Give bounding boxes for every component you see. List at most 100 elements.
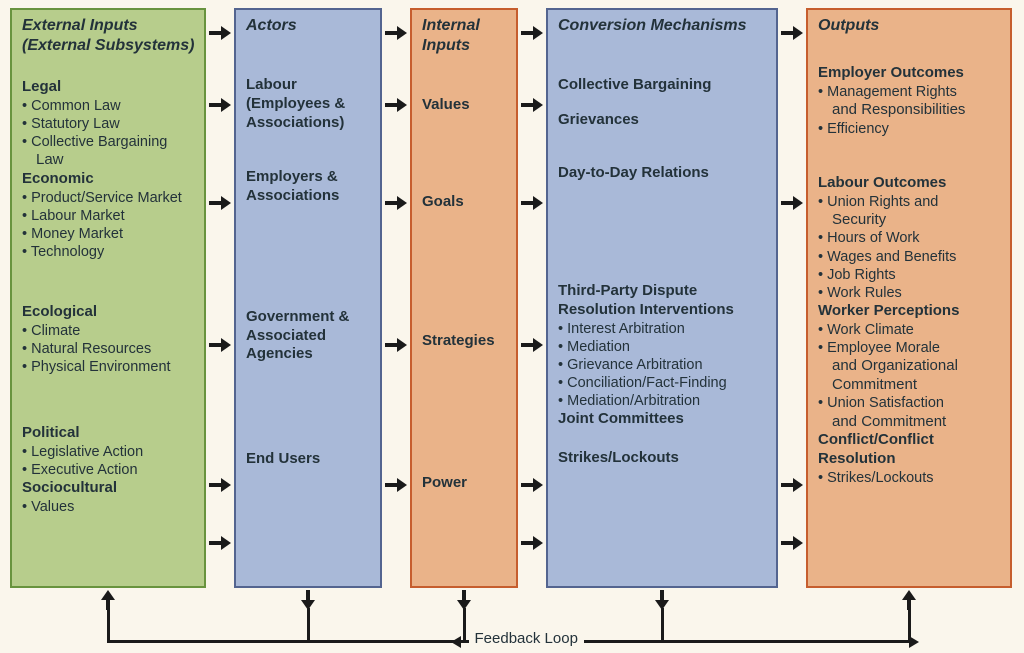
group-heading: Ecological	[22, 303, 196, 322]
bullet-continuation: Security	[832, 211, 1002, 230]
column-outputs: Outputs Employer OutcomesManagement Right…	[806, 8, 1012, 588]
group-heading: Associations	[246, 187, 372, 206]
group-heading: Employer Outcomes	[818, 64, 1002, 83]
spacer	[246, 46, 372, 76]
flow-arrow-right	[385, 478, 407, 492]
bullet-item: Management Rights	[818, 83, 1002, 101]
bullet-item: Executive Action	[22, 461, 196, 479]
bullet-item: Collective Bargaining	[22, 133, 196, 151]
column-header: InternalInputs	[422, 16, 508, 56]
column-header: Outputs	[818, 16, 1002, 36]
bullet-item: Interest Arbitration	[558, 320, 768, 338]
bullet-item: Wages and Benefits	[818, 248, 1002, 266]
bullet-item: Hours of Work	[818, 229, 1002, 247]
feedback-down-arrow	[301, 590, 315, 610]
flow-arrow-right	[385, 338, 407, 352]
feedback-stub	[661, 608, 664, 640]
flow-arrow-right	[781, 478, 803, 492]
spacer	[246, 206, 372, 308]
group-heading: Associated	[246, 327, 372, 346]
spacer	[22, 66, 196, 78]
group-heading: Labour Outcomes	[818, 174, 1002, 193]
feedback-up-arrow	[902, 590, 916, 610]
column-conversion: Conversion MechanismsCollective Bargaini…	[546, 8, 778, 588]
bullet-continuation: and Responsibilities	[832, 101, 1002, 120]
group-heading: Resolution	[818, 450, 1002, 469]
spacer	[422, 212, 508, 332]
flow-arrow-right	[521, 196, 543, 210]
group-heading: Sociocultural	[22, 479, 196, 498]
group-heading: End Users	[246, 450, 372, 469]
bullet-item: Job Rights	[818, 266, 1002, 284]
group-heading: Government &	[246, 308, 372, 327]
bullet-item: Work Rules	[818, 284, 1002, 302]
bullet-item: Union Rights and	[818, 193, 1002, 211]
bullet-item: Technology	[22, 243, 196, 261]
feedback-stub	[463, 608, 466, 640]
spacer	[558, 130, 768, 164]
spacer	[818, 138, 1002, 174]
spacer	[422, 115, 508, 193]
spacer	[422, 350, 508, 474]
bullet-item: Mediation/Arbitration	[558, 392, 768, 410]
group-heading: Strikes/Lockouts	[558, 449, 768, 468]
flow-arrow-right	[781, 536, 803, 550]
feedback-down-arrow	[457, 590, 471, 610]
flow-arrow-right	[209, 196, 231, 210]
column-header: External Inputs(External Subsystems)	[22, 16, 196, 56]
bullet-continuation: Law	[36, 151, 196, 170]
spacer	[558, 95, 768, 111]
bullet-item: Conciliation/Fact-Finding	[558, 374, 768, 392]
flow-arrow-right	[781, 26, 803, 40]
bullet-item: Money Market	[22, 225, 196, 243]
spacer	[558, 429, 768, 449]
column-actors: ActorsLabour(Employees &Associations)Emp…	[234, 8, 382, 588]
bullet-item: Natural Resources	[22, 340, 196, 358]
spacer	[558, 46, 768, 76]
flow-arrow-right	[209, 98, 231, 112]
group-heading: Values	[422, 96, 508, 115]
column-header: Conversion Mechanisms	[558, 16, 768, 36]
bullet-continuation: and Commitment	[832, 413, 1002, 432]
bullet-continuation: and Organizational	[832, 357, 1002, 376]
spacer	[22, 376, 196, 424]
group-heading: Agencies	[246, 345, 372, 364]
bullet-item: Statutory Law	[22, 115, 196, 133]
bullet-item: Values	[22, 498, 196, 516]
bullet-item: Mediation	[558, 338, 768, 356]
flow-arrow-right	[521, 478, 543, 492]
flow-arrow-right	[209, 26, 231, 40]
flow-arrow-right	[521, 536, 543, 550]
column-internal: InternalInputsValuesGoalsStrategiesPower	[410, 8, 518, 588]
bullet-item: Product/Service Market	[22, 189, 196, 207]
flow-arrow-right	[209, 536, 231, 550]
bullet-item: Strikes/Lockouts	[818, 469, 1002, 487]
group-heading: Joint Committees	[558, 410, 768, 429]
feedback-stub	[107, 608, 110, 643]
flow-arrow-right	[521, 26, 543, 40]
group-heading: Goals	[422, 193, 508, 212]
bullet-item: Grievance Arbitration	[558, 356, 768, 374]
feedback-up-arrow	[101, 590, 115, 610]
bullet-item: Labour Market	[22, 207, 196, 225]
bullet-item: Efficiency	[818, 120, 1002, 138]
group-heading: Resolution Interventions	[558, 301, 768, 320]
feedback-stub	[307, 608, 310, 640]
feedback-down-arrow	[655, 590, 669, 610]
flow-arrow-right	[209, 338, 231, 352]
spacer	[246, 364, 372, 450]
bullet-item: Physical Environment	[22, 358, 196, 376]
spacer	[558, 182, 768, 282]
column-external: External Inputs(External Subsystems)Lega…	[10, 8, 206, 588]
group-heading: Day-to-Day Relations	[558, 164, 768, 183]
group-heading: Conflict/Conflict	[818, 431, 1002, 450]
group-heading: Third-Party Dispute	[558, 282, 768, 301]
spacer	[818, 46, 1002, 64]
column-header: Actors	[246, 16, 372, 36]
diagram-stage: External Inputs(External Subsystems)Lega…	[0, 0, 1024, 653]
group-heading: Economic	[22, 170, 196, 189]
group-heading: Political	[22, 424, 196, 443]
feedback-arrowhead-left	[451, 636, 461, 648]
spacer	[422, 66, 508, 96]
feedback-loop-label: Feedback Loop	[469, 630, 584, 647]
